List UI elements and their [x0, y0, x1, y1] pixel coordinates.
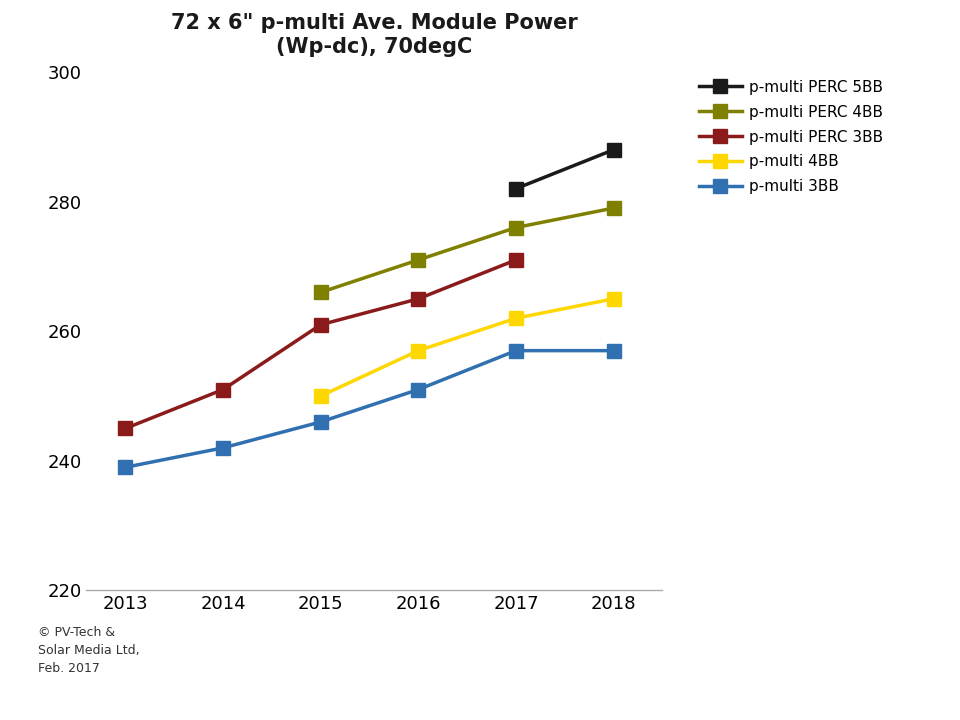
p-multi PERC 3BB — [217, 385, 228, 394]
Title: 72 x 6" p-multi Ave. Module Power
(Wp-dc), 70degC: 72 x 6" p-multi Ave. Module Power (Wp-dc… — [171, 14, 578, 57]
p-multi PERC 4BB — [413, 256, 424, 264]
p-multi 3BB — [608, 346, 619, 355]
p-multi 4BB — [608, 294, 619, 303]
Line: p-multi 4BB: p-multi 4BB — [314, 292, 620, 403]
p-multi PERC 4BB — [510, 223, 521, 232]
p-multi PERC 5BB — [510, 184, 521, 193]
p-multi PERC 4BB — [315, 288, 326, 297]
p-multi 3BB — [413, 385, 424, 394]
p-multi 3BB — [315, 418, 326, 426]
p-multi 4BB — [413, 346, 424, 355]
p-multi PERC 4BB — [608, 204, 619, 212]
p-multi PERC 3BB — [120, 424, 132, 433]
p-multi 3BB — [217, 444, 228, 452]
p-multi 4BB — [315, 392, 326, 400]
p-multi 3BB — [510, 346, 521, 355]
p-multi PERC 3BB — [315, 320, 326, 329]
p-multi PERC 3BB — [413, 294, 424, 303]
Line: p-multi PERC 3BB: p-multi PERC 3BB — [118, 253, 523, 436]
p-multi 3BB — [120, 463, 132, 472]
Text: © PV-Tech &
Solar Media Ltd,
Feb. 2017: © PV-Tech & Solar Media Ltd, Feb. 2017 — [38, 626, 140, 675]
p-multi PERC 5BB — [608, 145, 619, 154]
Line: p-multi 3BB: p-multi 3BB — [118, 343, 620, 474]
Legend: p-multi PERC 5BB, p-multi PERC 4BB, p-multi PERC 3BB, p-multi 4BB, p-multi 3BB: p-multi PERC 5BB, p-multi PERC 4BB, p-mu… — [699, 80, 883, 194]
p-multi 4BB — [510, 314, 521, 323]
Line: p-multi PERC 4BB: p-multi PERC 4BB — [314, 201, 620, 300]
Line: p-multi PERC 5BB: p-multi PERC 5BB — [509, 143, 620, 196]
p-multi PERC 3BB — [510, 256, 521, 264]
